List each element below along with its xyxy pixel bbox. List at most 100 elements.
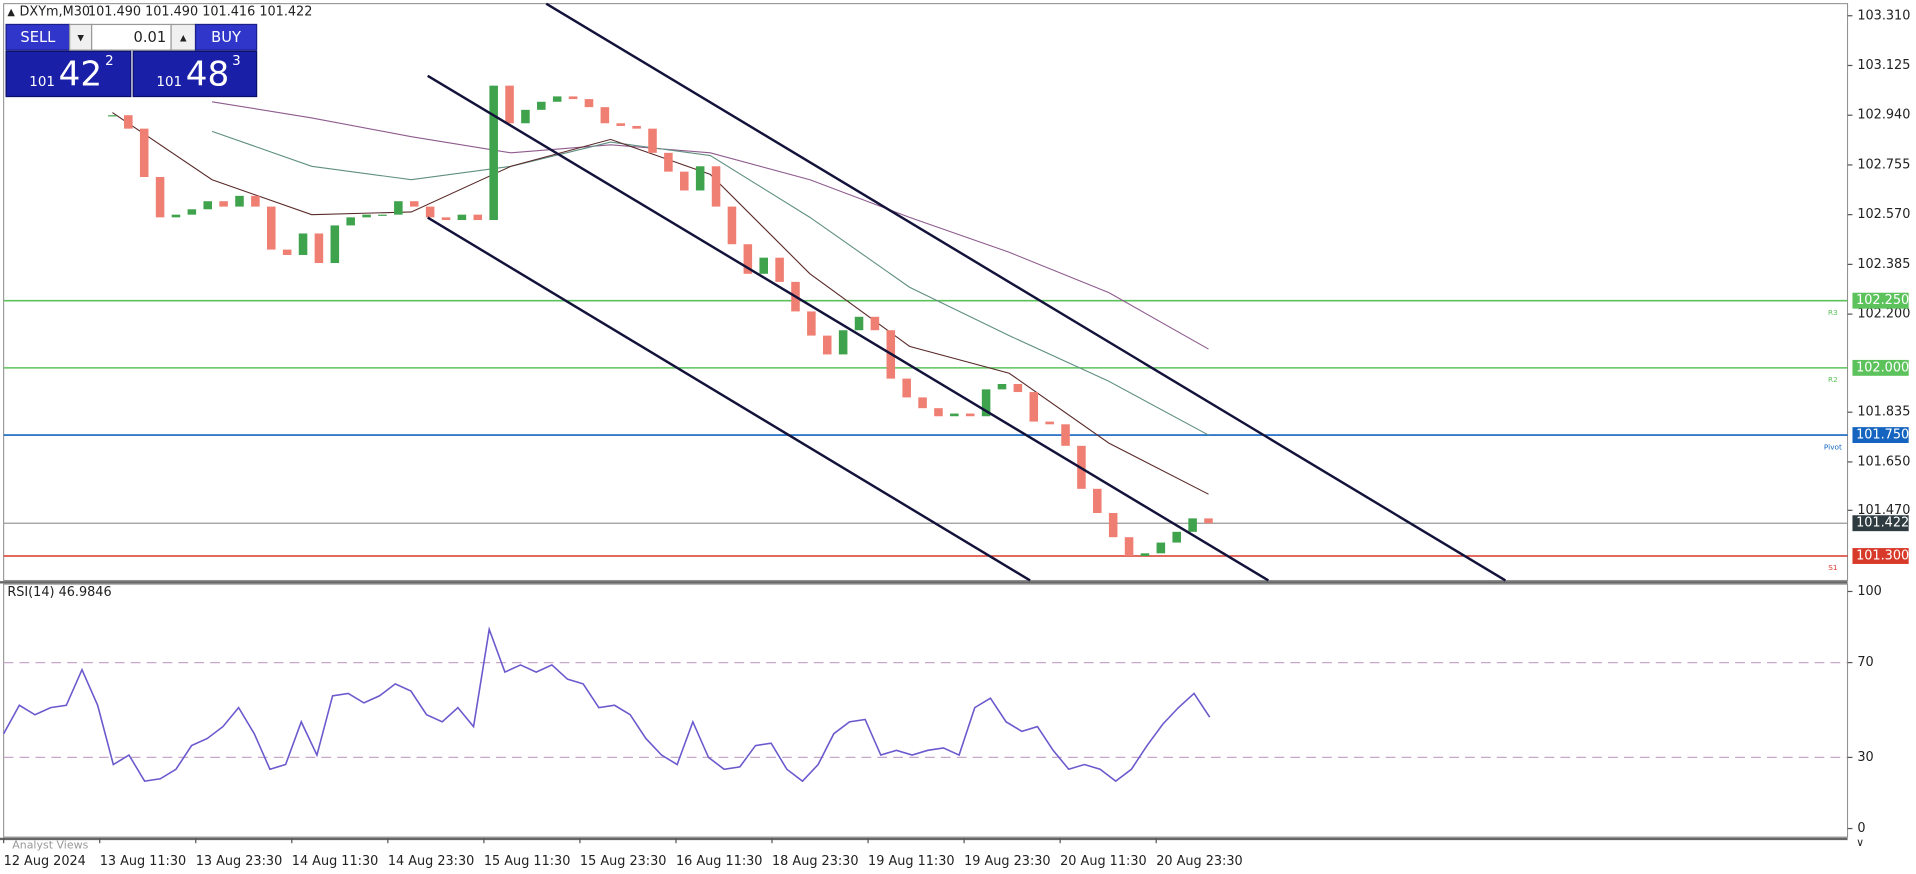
x-tick-label: 13 Aug 23:30 (196, 854, 282, 869)
y-tick-label: 0 (1857, 821, 1865, 836)
candle (187, 209, 197, 215)
candle (743, 244, 753, 274)
ask-box[interactable] (132, 50, 258, 98)
candle (1045, 421, 1054, 425)
candle (155, 177, 165, 218)
scroll-arrow[interactable]: ∨ (1856, 836, 1864, 849)
candle (600, 107, 610, 124)
rsi-pane (3, 583, 1849, 838)
x-tick-label: 19 Aug 11:30 (868, 854, 954, 869)
sell-button[interactable] (5, 23, 71, 51)
buy-button[interactable] (194, 23, 258, 51)
candle (807, 311, 816, 336)
candle (378, 214, 387, 216)
candle (902, 378, 911, 398)
x-tick-label: 15 Aug 11:30 (484, 854, 570, 869)
candle (965, 413, 975, 417)
candle (314, 233, 324, 264)
candle (251, 195, 260, 207)
x-tick-label: 19 Aug 23:30 (964, 854, 1050, 869)
level-price-box (1852, 548, 1909, 564)
x-tick-label: 20 Aug 11:30 (1060, 854, 1146, 869)
candle (489, 85, 498, 221)
pivot-level-name: S1 (1828, 563, 1837, 572)
y-tick-label: 102.940 (1857, 108, 1910, 123)
candle (822, 335, 832, 355)
buy-label[interactable]: BUY (211, 29, 241, 46)
candle (680, 171, 689, 191)
plot: R3 R2 Pivot S1 (2, 85, 1848, 783)
y-tick-label: 70 (1857, 655, 1873, 670)
candle (981, 389, 991, 417)
lot-up-arrow[interactable]: ▲ (180, 33, 187, 43)
candle (171, 214, 181, 218)
candle (1093, 488, 1102, 514)
lot-value[interactable]: 0.01 (134, 29, 167, 46)
level-price-label: 101.300 (1856, 549, 1909, 564)
candle (282, 249, 292, 255)
candle (616, 123, 626, 126)
candle (1061, 424, 1070, 446)
lot-down-arrow[interactable]: ▼ (77, 33, 84, 43)
candle (1140, 553, 1150, 557)
rsi-line (2, 626, 1211, 783)
main-pane (3, 3, 1849, 581)
collapse-arrow[interactable]: ▲ (7, 7, 15, 18)
bid-sup[interactable]: 2 (105, 54, 114, 69)
candle (711, 166, 721, 207)
trend-line (427, 74, 1270, 582)
candle (108, 115, 117, 117)
candle (330, 225, 340, 264)
trend-line (545, 2, 1507, 582)
ask-sup[interactable]: 3 (232, 54, 241, 69)
y-tick-label: 101.650 (1857, 454, 1910, 469)
candle (838, 330, 848, 355)
x-tick-label: 13 Aug 11:30 (100, 854, 186, 869)
rsi-title: RSI(14) 46.9846 (7, 585, 111, 600)
candle (632, 125, 641, 129)
candle (346, 217, 355, 226)
level-price-label: 102.250 (1856, 293, 1909, 308)
candle (139, 128, 149, 178)
ask-big[interactable]: 101 (156, 75, 182, 90)
candle (918, 397, 927, 409)
bid-main[interactable]: 42 (59, 54, 103, 94)
candle (394, 201, 403, 215)
candle (266, 206, 276, 250)
sell-label[interactable]: SELL (20, 29, 56, 46)
ask-main[interactable]: 48 (186, 54, 230, 94)
candle (552, 96, 562, 102)
y-tick-label: 102.570 (1857, 207, 1910, 222)
candle (362, 214, 371, 218)
bid-box[interactable] (5, 50, 132, 98)
candle (759, 257, 768, 274)
lot-up[interactable] (170, 23, 197, 51)
y-tick-label: 102.200 (1857, 307, 1910, 322)
analyst-views-tab[interactable]: Analyst Views (12, 839, 88, 852)
candle (1172, 531, 1182, 543)
candle (1013, 383, 1023, 393)
candle (664, 152, 673, 172)
candle (584, 99, 594, 108)
candle (457, 214, 467, 221)
level-price-box (1852, 359, 1909, 376)
x-tick-label: 14 Aug 23:30 (388, 854, 474, 869)
moving-average (211, 130, 1209, 436)
y-tick-label: 100 (1857, 584, 1881, 599)
level-price-box (1852, 427, 1909, 444)
one-click-panel: SELL ▼ 0.01 ▲ BUY 101 42 2 101 48 3 (5, 23, 258, 98)
candle (473, 214, 483, 221)
y-tick-label: 103.310 (1857, 8, 1910, 23)
y-tick-label: 102.755 (1857, 157, 1910, 172)
candle (934, 408, 943, 417)
y-tick-label: 102.385 (1857, 257, 1910, 272)
candle (568, 96, 578, 100)
bid-big[interactable]: 101 (29, 75, 55, 90)
candle (695, 166, 705, 191)
candle (1124, 537, 1134, 557)
candle (441, 217, 451, 221)
candle (727, 206, 737, 245)
candle (409, 201, 419, 207)
